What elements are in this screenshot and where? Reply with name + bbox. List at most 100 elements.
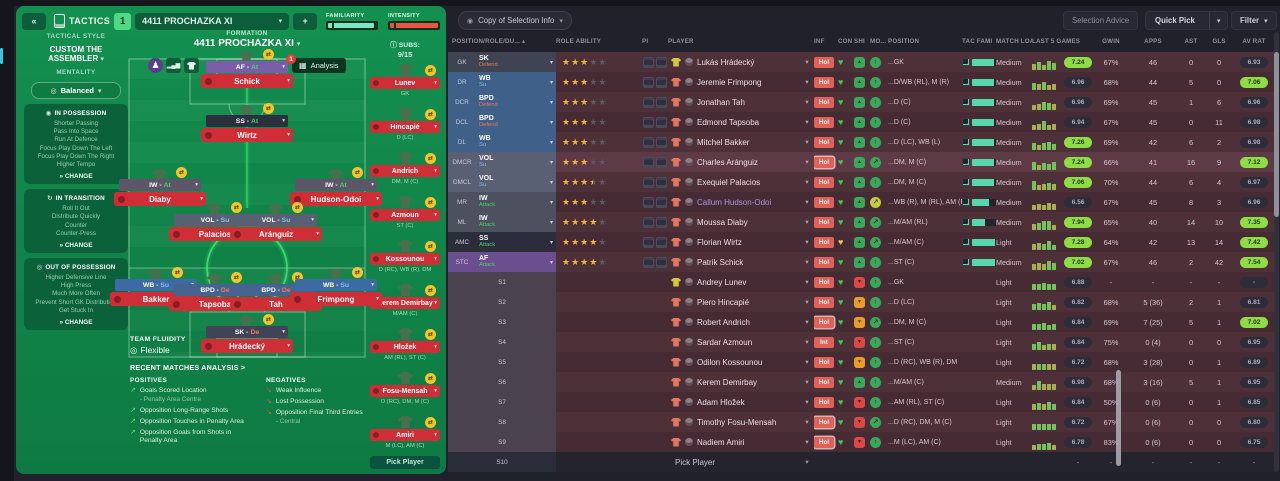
table-row[interactable]: MR IW Attack ▾ ★ ★ ★ ★ ★ Callum Hudson-Odoi ▾ Hol ♥ ▲… <box>448 192 1276 212</box>
col-tac-fami[interactable]: TAC FAMI <box>962 38 993 45</box>
substitute-item[interactable]: ⇄ Amiri ▾ M (LC), AM (C) <box>368 416 442 460</box>
row-expand-chevron[interactable]: ▾ <box>805 219 809 226</box>
tactical-style-select[interactable]: CUSTOM THE ASSEMBLER ▾ <box>24 45 128 64</box>
row-expand-chevron[interactable]: ▾ <box>805 239 809 246</box>
row-expand-chevron[interactable]: ▾ <box>805 399 809 406</box>
player-cell[interactable]: Adam Hložek <box>668 392 800 412</box>
row-expand-chevron[interactable]: ▾ <box>805 279 809 286</box>
substitute-swap-icon[interactable]: ⇄ <box>425 109 436 120</box>
col-inf[interactable]: INF <box>814 38 825 45</box>
add-tactic-button[interactable]: + <box>293 12 318 30</box>
pick-player-pill[interactable]: Pick Player <box>370 456 440 469</box>
substitute-swap-icon[interactable]: ⇄ <box>231 272 242 283</box>
pitch-player-name-pill[interactable]: Frimpong ▾ <box>290 292 382 306</box>
table-row[interactable]: S7 Adam Hložek ▾ Hol ♥ ▼ ↑ ...AM (RL), ST (C) Li… <box>448 392 1276 412</box>
player-cell[interactable]: Timothy Fosu-Mensah <box>668 412 800 432</box>
pitch-player-name-pill[interactable]: Wirtz ▾ <box>201 128 293 142</box>
selection-advice-button[interactable]: Selection Advice <box>1063 11 1139 30</box>
row-expand-chevron[interactable]: ▾ <box>805 299 809 306</box>
role-duty-cell[interactable]: BPD Defend ▾ <box>476 112 556 132</box>
pitch-role-pill[interactable]: IW - At ▾ <box>295 179 377 191</box>
substitute-swap-icon[interactable]: ⇄ <box>352 267 363 278</box>
player-cell[interactable]: Jonathan Tah <box>668 92 800 112</box>
player-view-icon[interactable]: ♟ <box>148 58 163 73</box>
player-cell[interactable]: Sardar Azmoun <box>668 332 800 352</box>
table-row[interactable]: ML IW Attack ▾ ★ ★ ★ ★ ★ Moussa Diaby ▾ Hol ♥ ▲ ↗ ...M/… <box>448 212 1276 232</box>
substitute-swap-icon[interactable]: ⇄ <box>425 197 436 208</box>
substitute-item[interactable]: ⇄ Kossounou ▾ D (RC), WB (R), DM <box>368 240 442 284</box>
table-row[interactable]: DCL BPD Defend ▾ ★ ★ ★ ★ ★ Edmond Tapsoba ▾ Hol ♥ ▲ ↑.… <box>448 112 1276 132</box>
substitute-swap-icon[interactable]: ⇄ <box>425 241 436 252</box>
role-duty-cell[interactable]: WB Su ▾ <box>476 72 556 92</box>
tactic-slot-badge[interactable]: 1 <box>114 12 132 30</box>
substitute-swap-icon[interactable]: ⇄ <box>172 267 183 278</box>
substitute-swap-icon[interactable]: ⇄ <box>263 103 274 114</box>
table-row[interactable]: S6 Kerem Demirbay ▾ Hol ♥ ▲ ↑ ...M/AM (C) Medium… <box>448 372 1276 392</box>
player-cell[interactable]: Exequiel Palacios <box>668 172 800 192</box>
col-last5[interactable]: LAST 5 GAMES <box>1032 38 1081 45</box>
scrollbar-thumb-secondary[interactable] <box>1116 370 1121 466</box>
row-expand-chevron[interactable]: ▾ <box>805 379 809 386</box>
kit-view-icon[interactable] <box>184 58 199 73</box>
table-row[interactable]: S8 Timothy Fosu-Mensah ▾ Hol ♥ ▼ ↗ ...D (RC), D… <box>448 412 1276 432</box>
substitute-item[interactable]: ⇄ Hložek ▾ AM (RL), ST (C) <box>368 328 442 372</box>
pitch-role-pill[interactable]: AF - At ▾ <box>206 61 288 73</box>
table-row[interactable]: DR WB Su ▾ ★ ★ ★ ★ ★ Jeremie Frimpong ▾ Hol ♥ ▲ ↑ ...D/… <box>448 72 1276 92</box>
player-cell[interactable]: Moussa Diaby <box>668 212 800 232</box>
substitute-name-pill[interactable]: Azmoun ▾ <box>370 209 440 221</box>
filter-button[interactable]: Filter ▾ <box>1231 11 1277 30</box>
player-cell[interactable]: Patrik Schick <box>668 252 800 272</box>
formation-name-select[interactable]: 4411 PROCHAZKA XI ▾ <box>128 38 366 49</box>
row-expand-chevron[interactable]: ▾ <box>805 339 809 346</box>
col-av-rat[interactable]: AV RAT <box>1242 38 1266 45</box>
col-gwin[interactable]: GWIN <box>1102 38 1120 45</box>
col-match-load[interactable]: MATCH LOAD <box>996 38 1032 45</box>
player-cell[interactable]: Odilon Kossounou <box>668 352 800 372</box>
player-cell[interactable]: Lukás Hrádecký <box>668 52 800 72</box>
substitute-swap-icon[interactable]: ⇄ <box>231 202 242 213</box>
substitute-swap-icon[interactable]: ⇄ <box>425 329 436 340</box>
row-expand-chevron[interactable]: ▾ <box>805 159 809 166</box>
role-duty-cell[interactable]: AF Attack ▾ <box>476 252 556 272</box>
player-cell[interactable]: Mitchel Bakker <box>668 132 800 152</box>
substitute-swap-icon[interactable]: ⇄ <box>263 49 274 60</box>
table-row[interactable]: DMCL VOL Su ▾ ★ ★ ★ ★ ★ Exequiel Palacios ▾ Hol ♥ ▲ ↑.… <box>448 172 1276 192</box>
formation-select[interactable]: 4411 PROCHAZKA XI ▾ <box>135 12 290 30</box>
substitute-swap-icon[interactable]: ⇄ <box>292 202 303 213</box>
pitch-player-name-pill[interactable]: Schick ▾ <box>201 74 293 88</box>
role-duty-cell[interactable]: VOL Su ▾ <box>476 152 556 172</box>
substitute-item[interactable]: ⇄ Andrich ▾ DM, M (C) <box>368 152 442 196</box>
player-cell[interactable]: Andrey Lunev <box>668 272 800 292</box>
row-expand-chevron[interactable]: ▾ <box>805 99 809 106</box>
substitute-swap-icon[interactable]: ⇄ <box>425 153 436 164</box>
player-cell[interactable]: Kerem Demirbay <box>668 372 800 392</box>
table-row[interactable]: S10 Pick Player ▾ - - - - - - <box>448 452 1276 472</box>
col-position[interactable]: POSITION <box>888 38 920 45</box>
row-expand-chevron[interactable]: ▾ <box>805 199 809 206</box>
role-duty-cell[interactable]: VOL Su ▾ <box>476 172 556 192</box>
change-button[interactable]: » CHANGE <box>59 173 93 181</box>
table-row[interactable]: DL WB Su ▾ ★ ★ ★ ★ ★ Mitchel Bakker ▾ Hol ♥ ▲ ↑ ...D (L… <box>448 132 1276 152</box>
col-player[interactable]: PLAYER <box>668 38 694 45</box>
role-duty-cell[interactable]: SS Attack ▾ <box>476 232 556 252</box>
substitute-name-pill[interactable]: Fosu-Mensah ▾ <box>370 385 440 397</box>
substitute-swap-icon[interactable]: ⇄ <box>425 417 436 428</box>
role-duty-cell[interactable]: IW Attack ▾ <box>476 212 556 232</box>
table-row[interactable]: DCR BPD Defend ▾ ★ ★ ★ ★ ★ Jonathan Tah ▾ Hol ♥ ▲ ↑...… <box>448 92 1276 112</box>
substitute-swap-icon[interactable]: ⇄ <box>176 167 187 178</box>
pitch-player-name-pill[interactable]: Hrádecký ▾ <box>201 339 293 353</box>
row-expand-chevron[interactable]: ▾ <box>805 259 809 266</box>
col-pi[interactable]: PI <box>642 38 649 45</box>
col-shi[interactable]: SHI <box>854 38 865 45</box>
col-apps[interactable]: APPS <box>1144 38 1162 45</box>
player-cell[interactable]: Charles Aránguiz <box>668 152 800 172</box>
quick-pick-dropdown[interactable]: ▾ <box>1208 12 1228 29</box>
pitch-role-pill[interactable]: VOL - Su▾ <box>235 214 317 226</box>
mentality-select[interactable]: ◎ Balanced ▾ <box>31 82 121 99</box>
scrollbar-track[interactable] <box>1274 32 1279 472</box>
substitute-item[interactable]: ⇄ Fosu-Mensah ▾ D (RC), DM, M (C) <box>368 372 442 416</box>
pitch-role-pill[interactable]: SS - At ▾ <box>206 115 288 127</box>
stats-chart-icon[interactable]: ▂▄▆ <box>166 58 181 73</box>
col-con[interactable]: CON <box>838 38 853 45</box>
table-row[interactable]: S5 Odilon Kossounou ▾ Hol ♥ ▼ ↑ ...D (RC), WB (… <box>448 352 1276 372</box>
